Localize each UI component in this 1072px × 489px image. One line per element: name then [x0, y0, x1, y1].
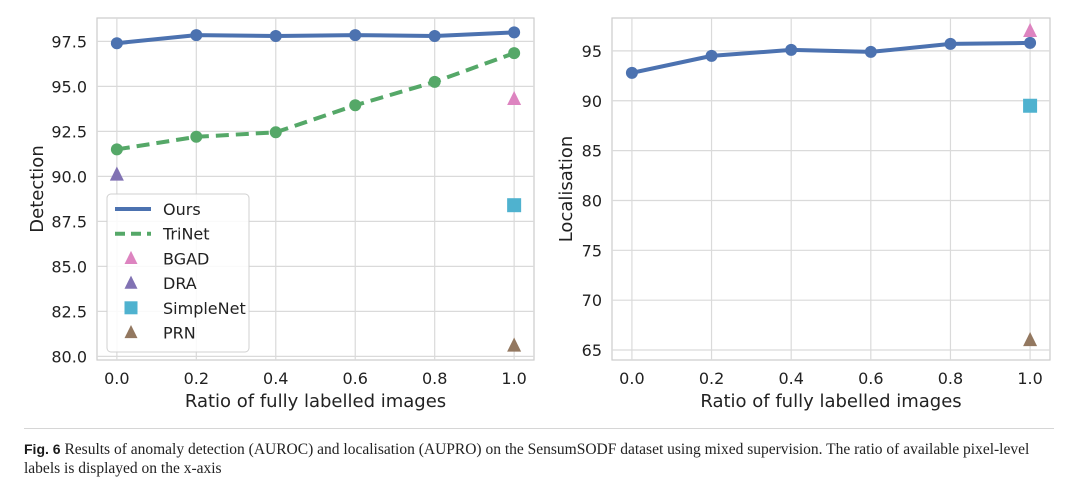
detection-trinet-point [190, 130, 203, 143]
detection-chart: 0.0 0.2 0.4 0.6 0.8 1.0 80.0 82.5 85.0 87.5 90.0 92… [27, 17, 535, 412]
detection-y-axis-title: Detection [27, 145, 48, 232]
detection-prn-marker [507, 337, 522, 352]
legend-simplenet-label: SimpleNet [163, 299, 246, 318]
detection-y-tick-label: 82.5 [51, 302, 87, 321]
localisation-y-tick-label: 90 [582, 92, 602, 111]
localisation-ours-point [705, 49, 718, 62]
caption-divider [24, 428, 1054, 429]
legend-dra-swatch [124, 275, 138, 289]
localisation-x-tick-label: 0.8 [938, 369, 963, 388]
localisation-x-tick-label: 0.2 [699, 369, 724, 388]
localisation-y-tick-label: 70 [582, 291, 602, 310]
legend-prn-swatch [124, 325, 138, 339]
detection-y-tick-label: 90.0 [51, 167, 87, 186]
localisation-x-tick-label: 0.6 [858, 369, 883, 388]
localisation-y-axis-title: Localisation [556, 136, 577, 243]
detection-x-tick-label: 0.2 [184, 369, 209, 388]
localisation-ours-point [1024, 36, 1037, 49]
localisation-ours-point [785, 43, 798, 56]
detection-y-tick-label: 97.5 [51, 32, 87, 51]
detection-y-tick-label: 87.5 [51, 212, 87, 231]
caption-label: Fig. 6 [24, 441, 61, 457]
detection-y-tick-label: 92.5 [51, 122, 87, 141]
localisation-bgad-marker [1023, 22, 1038, 37]
detection-y-tick-label: 95.0 [51, 77, 87, 96]
localisation-ours-point [944, 37, 957, 50]
localisation-x-tick-label: 0.0 [619, 369, 644, 388]
figure-caption: Fig. 6 Results of anomaly detection (AUR… [24, 440, 1054, 478]
localisation-y-tick-label: 75 [582, 241, 602, 260]
detection-ours-line [114, 30, 517, 46]
localisation-y-tick-label: 95 [582, 42, 602, 61]
localisation-y-tick-label: 80 [582, 191, 602, 210]
detection-trinet-point [508, 47, 521, 60]
detection-dra-marker [109, 166, 124, 181]
detection-x-tick-label: 0.4 [263, 369, 288, 388]
detection-x-tick-label: 0.0 [104, 369, 129, 388]
legend-box [106, 193, 250, 353]
localisation-y-tick-label: 65 [582, 341, 602, 360]
legend-bgad-label: BGAD [163, 249, 209, 268]
detection-trinet-point [269, 126, 282, 139]
legend-simplenet-swatch [124, 301, 138, 315]
localisation-x-tick-label: 0.4 [778, 369, 803, 388]
localisation-simplenet-marker [1023, 98, 1038, 113]
detection-ours-point [110, 37, 123, 50]
detection-y-tick-label: 85.0 [51, 257, 87, 276]
detection-ours-point [428, 30, 441, 42]
localisation-ours-point [864, 45, 877, 58]
legend-trinet-label: TriNet [162, 225, 210, 244]
detection-x-axis-title: Ratio of fully labelled images [185, 391, 446, 412]
detection-x-tick-label: 1.0 [501, 369, 526, 388]
figure-charts: 0.0 0.2 0.4 0.6 0.8 1.0 80.0 82.5 85.0 87.5 90.0 92… [27, 17, 1051, 412]
detection-ours-point [190, 29, 203, 42]
detection-trinet-point [110, 143, 123, 156]
localisation-ours-line [629, 40, 1033, 75]
detection-ours-point [349, 29, 362, 42]
detection-ours-point [269, 30, 282, 42]
detection-simplenet-marker [507, 198, 522, 213]
legend-prn-label: PRN [163, 324, 196, 343]
detection-trinet-point [349, 99, 362, 112]
localisation-ours-point [625, 66, 638, 79]
localisation-prn-marker [1023, 332, 1038, 347]
caption-text: Results of anomaly detection (AUROC) and… [24, 441, 1030, 477]
detection-x-tick-label: 0.8 [422, 369, 447, 388]
localisation-x-axis-title: Ratio of fully labelled images [700, 391, 961, 412]
localisation-plot-frame [611, 17, 1051, 361]
detection-trinet-point [428, 75, 441, 88]
legend-dra-label: DRA [163, 274, 197, 293]
detection-bgad-marker [507, 90, 522, 106]
detection-y-tick-label: 80.0 [51, 347, 87, 366]
legend-ours-label: Ours [163, 200, 201, 219]
localisation-x-tick-label: 1.0 [1017, 369, 1042, 388]
localisation-y-tick-label: 85 [582, 142, 602, 161]
localisation-chart: 0.0 0.2 0.4 0.6 0.8 1.0 65 70 75 80 85 90 95 Ratio of… [556, 17, 1051, 412]
detection-trinet-line [116, 51, 515, 152]
detection-ours-point [508, 26, 521, 39]
legend-bgad-swatch [124, 250, 138, 265]
detection-x-tick-label: 0.6 [343, 369, 368, 388]
